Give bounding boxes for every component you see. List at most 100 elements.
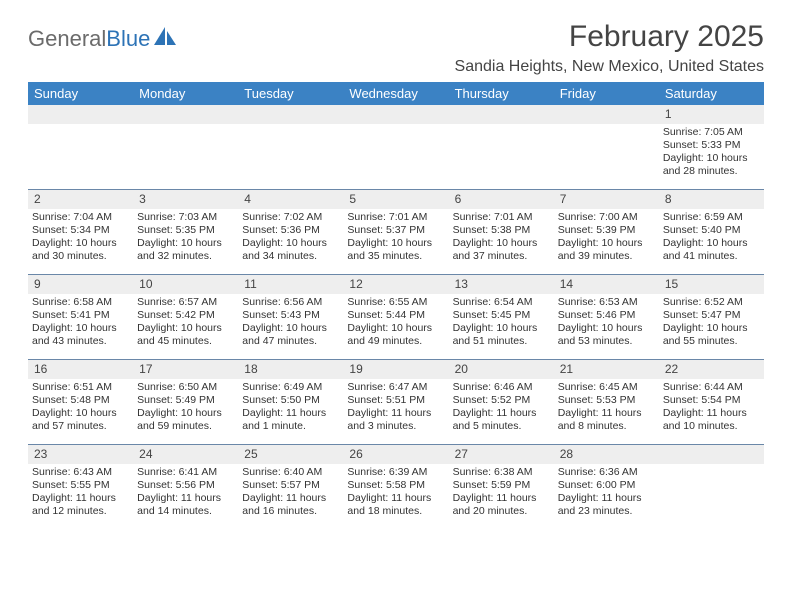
- day-detail-line: Sunset: 5:39 PM: [558, 224, 655, 237]
- day-detail-line: Sunrise: 6:47 AM: [347, 381, 444, 394]
- day-details: Sunrise: 6:57 AMSunset: 5:42 PMDaylight:…: [133, 294, 238, 353]
- day-detail-line: Sunset: 5:40 PM: [663, 224, 760, 237]
- day-detail-line: Daylight: 11 hours and 8 minutes.: [558, 407, 655, 433]
- day-header: Wednesday: [343, 82, 448, 105]
- day-detail-line: Sunrise: 6:36 AM: [558, 466, 655, 479]
- day-details: [238, 124, 343, 130]
- day-details: Sunrise: 6:41 AMSunset: 5:56 PMDaylight:…: [133, 464, 238, 523]
- title-block: February 2025 Sandia Heights, New Mexico…: [455, 20, 764, 76]
- day-detail-line: Sunset: 5:51 PM: [347, 394, 444, 407]
- day-detail-line: Daylight: 10 hours and 51 minutes.: [453, 322, 550, 348]
- day-detail-line: Sunset: 5:59 PM: [453, 479, 550, 492]
- day-details: [659, 464, 764, 470]
- day-details: Sunrise: 6:58 AMSunset: 5:41 PMDaylight:…: [28, 294, 133, 353]
- day-number: [449, 105, 554, 124]
- day-details: Sunrise: 7:04 AMSunset: 5:34 PMDaylight:…: [28, 209, 133, 268]
- day-detail-line: Sunset: 5:57 PM: [242, 479, 339, 492]
- calendar-cell: 4Sunrise: 7:02 AMSunset: 5:36 PMDaylight…: [238, 190, 343, 275]
- day-detail-line: Sunrise: 6:52 AM: [663, 296, 760, 309]
- day-detail-line: Daylight: 11 hours and 14 minutes.: [137, 492, 234, 518]
- calendar-week: 9Sunrise: 6:58 AMSunset: 5:41 PMDaylight…: [28, 275, 764, 360]
- day-detail-line: Sunset: 5:42 PM: [137, 309, 234, 322]
- day-number: 12: [343, 275, 448, 294]
- calendar-cell: 6Sunrise: 7:01 AMSunset: 5:38 PMDaylight…: [449, 190, 554, 275]
- day-detail-line: Daylight: 10 hours and 59 minutes.: [137, 407, 234, 433]
- day-number: 20: [449, 360, 554, 379]
- day-detail-line: Sunset: 5:37 PM: [347, 224, 444, 237]
- calendar-cell: 17Sunrise: 6:50 AMSunset: 5:49 PMDayligh…: [133, 360, 238, 445]
- calendar-cell: 15Sunrise: 6:52 AMSunset: 5:47 PMDayligh…: [659, 275, 764, 360]
- day-header: Friday: [554, 82, 659, 105]
- calendar-cell: [133, 105, 238, 190]
- day-detail-line: Daylight: 11 hours and 23 minutes.: [558, 492, 655, 518]
- day-detail-line: Daylight: 10 hours and 45 minutes.: [137, 322, 234, 348]
- day-number: [554, 105, 659, 124]
- location-text: Sandia Heights, New Mexico, United State…: [455, 58, 764, 76]
- calendar-cell: 13Sunrise: 6:54 AMSunset: 5:45 PMDayligh…: [449, 275, 554, 360]
- calendar-cell: 25Sunrise: 6:40 AMSunset: 5:57 PMDayligh…: [238, 445, 343, 530]
- day-detail-line: Daylight: 11 hours and 18 minutes.: [347, 492, 444, 518]
- day-details: [449, 124, 554, 130]
- day-header: Sunday: [28, 82, 133, 105]
- day-details: Sunrise: 6:59 AMSunset: 5:40 PMDaylight:…: [659, 209, 764, 268]
- logo-word-b: Blue: [106, 26, 150, 51]
- day-details: Sunrise: 6:44 AMSunset: 5:54 PMDaylight:…: [659, 379, 764, 438]
- day-detail-line: Sunrise: 6:45 AM: [558, 381, 655, 394]
- day-detail-line: Sunset: 5:49 PM: [137, 394, 234, 407]
- day-detail-line: Sunrise: 7:04 AM: [32, 211, 129, 224]
- day-number: 15: [659, 275, 764, 294]
- day-header: Saturday: [659, 82, 764, 105]
- calendar-cell: 18Sunrise: 6:49 AMSunset: 5:50 PMDayligh…: [238, 360, 343, 445]
- day-detail-line: Sunset: 5:33 PM: [663, 139, 760, 152]
- logo-text: GeneralBlue: [28, 26, 150, 52]
- day-number: 9: [28, 275, 133, 294]
- day-number: 24: [133, 445, 238, 464]
- day-detail-line: Sunrise: 7:02 AM: [242, 211, 339, 224]
- day-detail-line: Daylight: 10 hours and 53 minutes.: [558, 322, 655, 348]
- calendar-cell: 1Sunrise: 7:05 AMSunset: 5:33 PMDaylight…: [659, 105, 764, 190]
- calendar-cell: [28, 105, 133, 190]
- day-detail-line: Daylight: 11 hours and 16 minutes.: [242, 492, 339, 518]
- day-detail-line: Sunrise: 6:56 AM: [242, 296, 339, 309]
- calendar-cell: 7Sunrise: 7:00 AMSunset: 5:39 PMDaylight…: [554, 190, 659, 275]
- day-detail-line: Sunrise: 6:54 AM: [453, 296, 550, 309]
- day-detail-line: Sunset: 5:50 PM: [242, 394, 339, 407]
- calendar-cell: [238, 105, 343, 190]
- day-detail-line: Daylight: 10 hours and 55 minutes.: [663, 322, 760, 348]
- day-details: Sunrise: 6:45 AMSunset: 5:53 PMDaylight:…: [554, 379, 659, 438]
- day-detail-line: Sunrise: 6:55 AM: [347, 296, 444, 309]
- day-detail-line: Sunset: 5:46 PM: [558, 309, 655, 322]
- day-number: [133, 105, 238, 124]
- calendar-cell: 21Sunrise: 6:45 AMSunset: 5:53 PMDayligh…: [554, 360, 659, 445]
- day-detail-line: Daylight: 11 hours and 1 minute.: [242, 407, 339, 433]
- day-details: Sunrise: 6:36 AMSunset: 6:00 PMDaylight:…: [554, 464, 659, 523]
- day-detail-line: Sunrise: 7:05 AM: [663, 126, 760, 139]
- calendar-cell: [449, 105, 554, 190]
- day-number: 27: [449, 445, 554, 464]
- logo-sail-icon: [154, 27, 178, 52]
- day-detail-line: Daylight: 11 hours and 20 minutes.: [453, 492, 550, 518]
- day-number: 14: [554, 275, 659, 294]
- day-detail-line: Sunrise: 6:40 AM: [242, 466, 339, 479]
- calendar-cell: 28Sunrise: 6:36 AMSunset: 6:00 PMDayligh…: [554, 445, 659, 530]
- calendar-cell: 11Sunrise: 6:56 AMSunset: 5:43 PMDayligh…: [238, 275, 343, 360]
- calendar-cell: 10Sunrise: 6:57 AMSunset: 5:42 PMDayligh…: [133, 275, 238, 360]
- day-number: 4: [238, 190, 343, 209]
- day-number: 26: [343, 445, 448, 464]
- day-details: Sunrise: 6:47 AMSunset: 5:51 PMDaylight:…: [343, 379, 448, 438]
- day-detail-line: Sunrise: 6:59 AM: [663, 211, 760, 224]
- day-number: [28, 105, 133, 124]
- day-detail-line: Daylight: 10 hours and 47 minutes.: [242, 322, 339, 348]
- calendar-table: SundayMondayTuesdayWednesdayThursdayFrid…: [28, 82, 764, 529]
- calendar-week: 16Sunrise: 6:51 AMSunset: 5:48 PMDayligh…: [28, 360, 764, 445]
- day-number: 5: [343, 190, 448, 209]
- calendar-cell: 12Sunrise: 6:55 AMSunset: 5:44 PMDayligh…: [343, 275, 448, 360]
- day-detail-line: Sunset: 5:45 PM: [453, 309, 550, 322]
- day-number: 17: [133, 360, 238, 379]
- day-header: Tuesday: [238, 82, 343, 105]
- day-details: Sunrise: 6:55 AMSunset: 5:44 PMDaylight:…: [343, 294, 448, 353]
- day-detail-line: Sunrise: 6:44 AM: [663, 381, 760, 394]
- day-details: [343, 124, 448, 130]
- calendar-cell: [343, 105, 448, 190]
- day-number: 22: [659, 360, 764, 379]
